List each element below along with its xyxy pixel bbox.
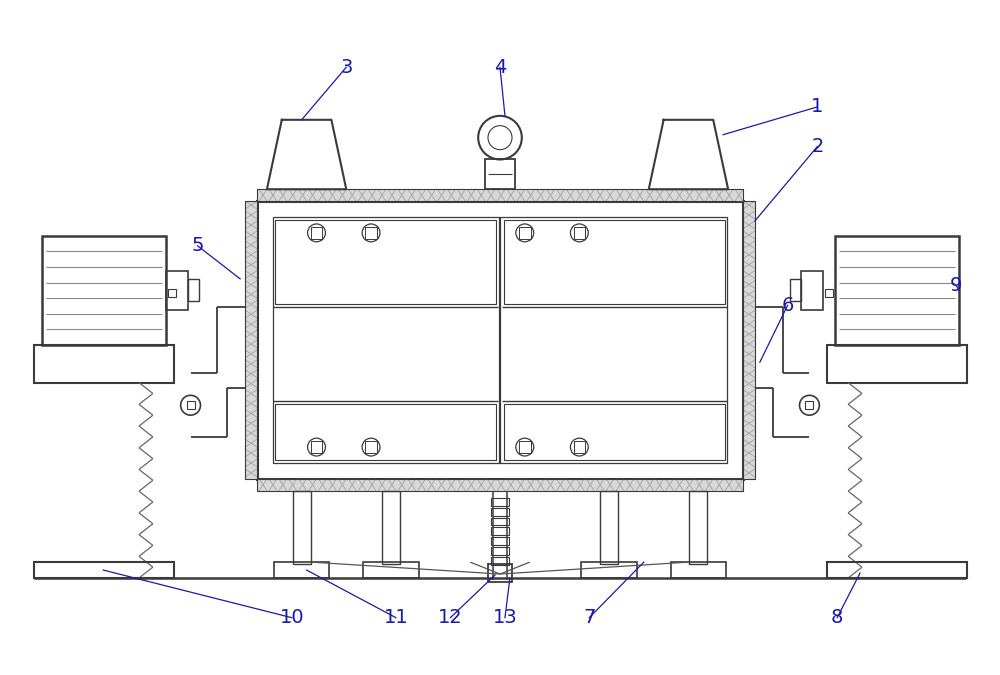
Bar [257, 189, 743, 201]
Bar [504, 404, 725, 460]
Bar [491, 497, 509, 506]
Bar [245, 201, 257, 479]
Bar [257, 479, 743, 491]
Text: 12: 12 [438, 608, 463, 627]
Bar [801, 271, 823, 310]
Bar [365, 227, 377, 239]
Text: 9: 9 [950, 276, 962, 295]
Bar [827, 562, 967, 578]
Bar [491, 527, 509, 535]
Bar [825, 289, 833, 297]
Bar [363, 562, 419, 578]
Bar [257, 201, 743, 479]
Bar [827, 345, 967, 383]
Bar [382, 491, 400, 564]
Bar [491, 547, 509, 556]
Bar [574, 441, 585, 453]
Bar [488, 564, 512, 582]
Bar [689, 491, 707, 564]
Text: 3: 3 [340, 58, 352, 77]
Bar [274, 562, 329, 578]
Text: 5: 5 [191, 236, 204, 255]
Bar [743, 201, 755, 479]
Bar [365, 441, 377, 453]
Bar [257, 479, 743, 491]
Text: 10: 10 [279, 608, 304, 627]
Bar [671, 562, 726, 578]
Text: 4: 4 [494, 58, 506, 77]
Bar [519, 227, 531, 239]
Polygon shape [267, 119, 346, 189]
Bar [491, 557, 509, 565]
Bar [34, 562, 174, 578]
Bar [574, 227, 585, 239]
Text: 8: 8 [831, 608, 843, 627]
Text: 1: 1 [811, 97, 824, 116]
Polygon shape [649, 119, 728, 189]
Text: 11: 11 [383, 608, 408, 627]
Text: 13: 13 [493, 608, 517, 627]
Bar [491, 518, 509, 525]
Text: 2: 2 [811, 137, 824, 156]
Bar [168, 289, 176, 297]
Bar [275, 404, 496, 460]
Bar [504, 220, 725, 304]
Bar [293, 491, 311, 564]
Bar [311, 441, 322, 453]
Bar [275, 220, 496, 304]
Bar [187, 401, 195, 409]
Bar [166, 271, 188, 310]
Bar [257, 189, 743, 201]
Bar [311, 227, 322, 239]
Bar [805, 401, 813, 409]
Bar [835, 236, 959, 345]
Text: 7: 7 [583, 608, 595, 627]
Bar [790, 279, 801, 301]
Bar [485, 159, 515, 189]
Bar [743, 201, 755, 479]
Bar [42, 236, 166, 345]
Bar [519, 441, 531, 453]
Bar [188, 279, 199, 301]
Text: 6: 6 [781, 296, 794, 315]
Bar [600, 491, 618, 564]
Bar [491, 508, 509, 516]
Bar [34, 345, 174, 383]
Bar [491, 537, 509, 545]
Bar [581, 562, 637, 578]
Bar [273, 217, 727, 463]
Bar [245, 201, 257, 479]
